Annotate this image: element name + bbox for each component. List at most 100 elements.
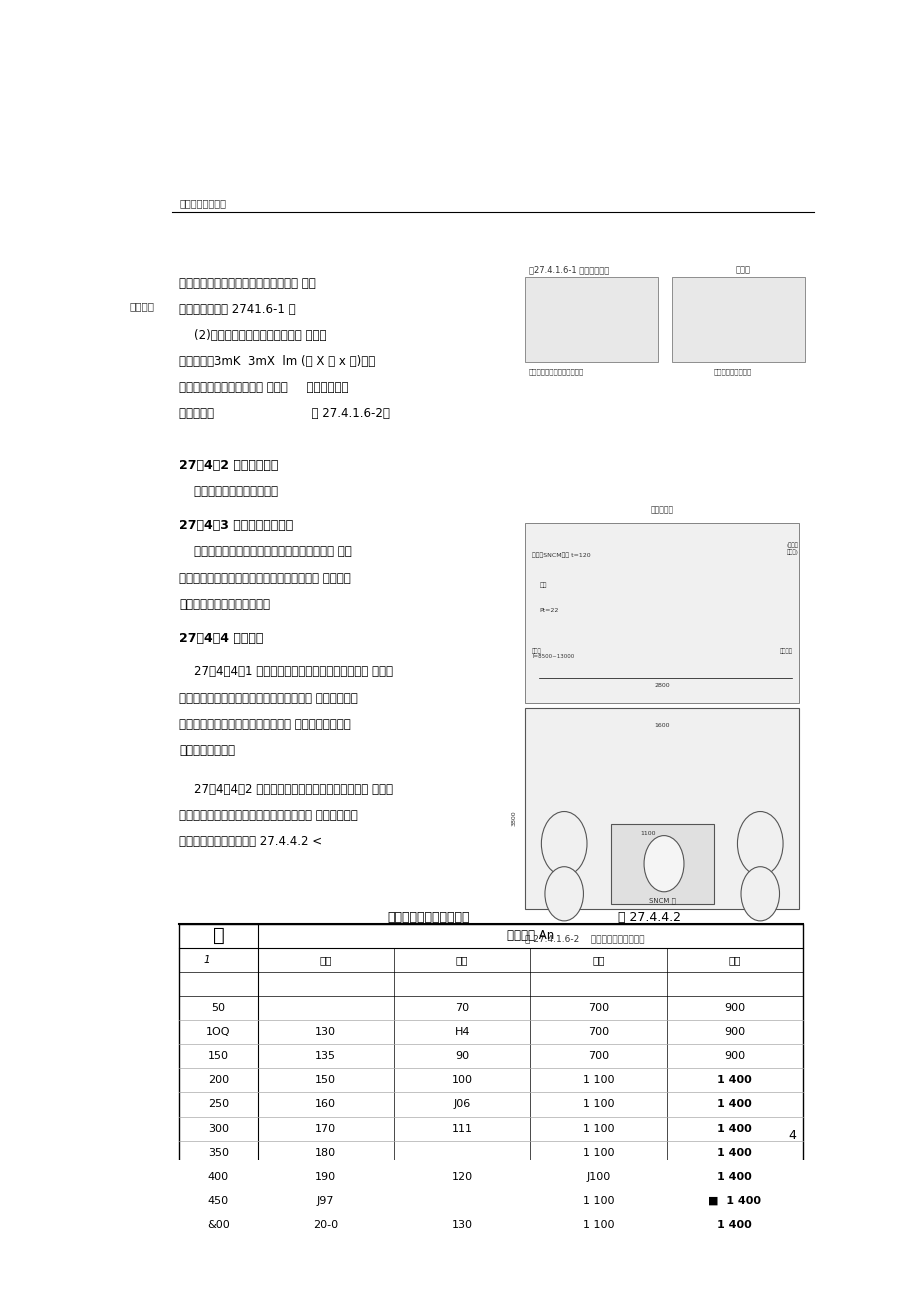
Text: 表 27.4.4.2: 表 27.4.4.2 bbox=[618, 911, 680, 924]
Text: 1 100: 1 100 bbox=[582, 1148, 614, 1157]
Text: 27．4．4．1 水底基槽作业时，应注意施工船舶的 工作噪: 27．4．4．1 水底基槽作业时，应注意施工船舶的 工作噪 bbox=[179, 666, 392, 679]
Bar bbox=[672, 276, 804, 362]
Text: 120: 120 bbox=[451, 1171, 472, 1182]
Text: J06: J06 bbox=[453, 1100, 471, 1109]
Text: 90: 90 bbox=[455, 1052, 469, 1062]
Text: 190: 190 bbox=[315, 1171, 336, 1182]
Text: 制或调整作业时间。同时，应尽量减 小岸上施工场地对: 制或调整作业时间。同时，应尽量减 小岸上施工场地对 bbox=[179, 718, 350, 731]
Text: 130: 130 bbox=[451, 1220, 472, 1230]
Text: 要求，对于特殊工种，如潜水员，当需要动用 时，其健: 要求，对于特殊工种，如潜水员，当需要动用 时，其健 bbox=[179, 572, 350, 585]
Text: 铁船: 铁船 bbox=[456, 955, 468, 966]
Text: 全。其最小安全距离见表 27.4.4.2 <: 全。其最小安全距离见表 27.4.4.2 < bbox=[179, 835, 322, 848]
Text: 采用鼻式托座对管组包时支撑: 采用鼻式托座对管组包时支撑 bbox=[528, 367, 584, 375]
Text: 时支座，参见图 2741.6-1 。: 时支座，参见图 2741.6-1 。 bbox=[179, 302, 296, 315]
Text: 1 400: 1 400 bbox=[717, 1171, 752, 1182]
Circle shape bbox=[544, 866, 583, 921]
Text: 所需材料应符合设计要求。: 所需材料应符合设计要求。 bbox=[179, 486, 278, 499]
Text: 3800: 3800 bbox=[511, 810, 516, 826]
Text: 250: 250 bbox=[208, 1100, 229, 1109]
Text: 700: 700 bbox=[587, 1003, 608, 1014]
Text: 700: 700 bbox=[587, 1052, 608, 1062]
Text: 定位梁: 定位梁 bbox=[734, 266, 750, 275]
Text: 111: 111 bbox=[451, 1123, 472, 1134]
Text: 管节底SNCM钢材 t=120: 管节底SNCM钢材 t=120 bbox=[531, 552, 590, 558]
Text: J97: J97 bbox=[317, 1196, 335, 1205]
Text: 时沐: 时沐 bbox=[592, 955, 604, 966]
Circle shape bbox=[643, 835, 683, 891]
Text: 1 100: 1 100 bbox=[582, 1100, 614, 1109]
Text: 160: 160 bbox=[315, 1100, 336, 1109]
Text: 搭接定位对接，则每节管节需要配置四 块临: 搭接定位对接，则每节管节需要配置四 块临 bbox=[179, 276, 315, 289]
Text: 150: 150 bbox=[208, 1052, 229, 1062]
Text: 135: 135 bbox=[315, 1052, 336, 1062]
Text: 2800: 2800 bbox=[653, 683, 669, 688]
Text: 现场施工安全条件应符合相关劳动卫生部门的 安全: 现场施工安全条件应符合相关劳动卫生部门的 安全 bbox=[179, 546, 352, 559]
Text: 当地环境的影响。: 当地环境的影响。 bbox=[179, 744, 235, 757]
Text: 1 400: 1 400 bbox=[717, 1100, 752, 1109]
Text: 27．4．3 职业健康安全要求: 27．4．3 职业健康安全要求 bbox=[179, 520, 293, 533]
Text: 180: 180 bbox=[315, 1148, 336, 1157]
Circle shape bbox=[737, 812, 782, 876]
Text: 康安全条件应满足相关要求。: 康安全条件应满足相关要求。 bbox=[179, 598, 270, 611]
Text: 200: 200 bbox=[208, 1075, 229, 1085]
Text: 1 400: 1 400 bbox=[717, 1075, 752, 1085]
Text: 27．4．4 环境要求: 27．4．4 环境要求 bbox=[179, 632, 263, 645]
Text: 水下爆破的最小安全距离: 水下爆破的最小安全距离 bbox=[387, 911, 470, 924]
Text: 隧道施工工艺标准: 隧道施工工艺标准 bbox=[179, 198, 226, 208]
Text: 钢管桩
l=8500~13000: 钢管桩 l=8500~13000 bbox=[531, 648, 573, 659]
Text: Pt=22: Pt=22 bbox=[539, 607, 558, 612]
Text: 450: 450 bbox=[208, 1196, 229, 1205]
Text: 1 400: 1 400 bbox=[717, 1148, 752, 1157]
Text: 砂浆: 砂浆 bbox=[539, 582, 546, 589]
Text: 基礎基为软弱地层，可预先 打桩，     临时支座放在: 基礎基为软弱地层，可预先 打桩， 临时支座放在 bbox=[179, 380, 348, 394]
Text: 100: 100 bbox=[451, 1075, 472, 1085]
Text: 70: 70 bbox=[455, 1003, 469, 1014]
Text: 1: 1 bbox=[203, 955, 210, 966]
Bar bbox=[610, 823, 713, 904]
Text: 儆: 儆 bbox=[212, 926, 224, 946]
Bar bbox=[525, 523, 799, 704]
Text: 桩上，参见                          图 27.4.1.6-2。: 桩上，参见 图 27.4.1.6-2。 bbox=[179, 407, 390, 420]
Text: 900: 900 bbox=[723, 1052, 744, 1062]
Text: 150: 150 bbox=[315, 1075, 336, 1085]
Text: 1OQ: 1OQ bbox=[206, 1027, 231, 1037]
Text: (水平移
动范围): (水平移 动范围) bbox=[786, 542, 798, 555]
Text: 130: 130 bbox=[315, 1027, 336, 1037]
Text: SNCM 材: SNCM 材 bbox=[648, 898, 675, 904]
Text: 常用尺寸为3mK  3mX  lm (长 X 宽 x 高)。如: 常用尺寸为3mK 3mX lm (长 X 宽 x 高)。如 bbox=[179, 354, 375, 367]
Bar bbox=[179, 924, 802, 1237]
Text: 300: 300 bbox=[208, 1123, 229, 1134]
Circle shape bbox=[740, 866, 778, 921]
Text: 1 100: 1 100 bbox=[582, 1196, 614, 1205]
Text: 900: 900 bbox=[723, 1003, 744, 1014]
Bar bbox=[525, 709, 799, 909]
Text: 1 100: 1 100 bbox=[582, 1075, 614, 1085]
Text: 350: 350 bbox=[208, 1148, 229, 1157]
Text: 27．4．2 材料质量要求: 27．4．2 材料质量要求 bbox=[179, 460, 278, 473]
Text: 1 100: 1 100 bbox=[582, 1123, 614, 1134]
Text: 1 400: 1 400 bbox=[717, 1220, 752, 1230]
Text: 900: 900 bbox=[723, 1027, 744, 1037]
Text: &00: &00 bbox=[207, 1220, 230, 1230]
Text: 1 400: 1 400 bbox=[717, 1123, 752, 1134]
Text: 安全距离 An: 安全距离 An bbox=[506, 929, 553, 942]
Text: 400: 400 bbox=[208, 1171, 229, 1182]
Text: 鼻式托座: 鼻式托座 bbox=[129, 301, 154, 311]
Text: 图27.4.1.6-1 管节临时支座: 图27.4.1.6-1 管节临时支座 bbox=[528, 266, 608, 275]
Text: 音对两岸居民的影响，如噪音超标，应按有 关规定加以控: 音对两岸居民的影响，如噪音超标，应按有 关规定加以控 bbox=[179, 692, 357, 705]
Text: 采用定位梁对接定位: 采用定位梁对接定位 bbox=[713, 367, 752, 375]
Circle shape bbox=[540, 812, 586, 876]
Text: 1600: 1600 bbox=[653, 723, 669, 728]
Text: (2)临时支座一般为钢筋混凝土支 承块，: (2)临时支座一般为钢筋混凝土支 承块， bbox=[179, 328, 326, 341]
Text: 700: 700 bbox=[587, 1027, 608, 1037]
Text: 4: 4 bbox=[788, 1128, 796, 1141]
Text: 1100: 1100 bbox=[640, 831, 655, 837]
Text: H4: H4 bbox=[454, 1027, 470, 1037]
Text: ■  1 400: ■ 1 400 bbox=[708, 1196, 761, 1205]
Text: 1 100: 1 100 bbox=[582, 1220, 614, 1230]
Text: 20-0: 20-0 bbox=[312, 1220, 338, 1230]
Text: 垂直千斤顶: 垂直千斤顶 bbox=[650, 506, 673, 515]
Text: 木橱: 木橱 bbox=[319, 955, 332, 966]
Text: 下冲击波不能危害到船只、游泳人员及潜水 作业人员的安: 下冲击波不能危害到船只、游泳人员及潜水 作业人员的安 bbox=[179, 809, 357, 822]
Text: 170: 170 bbox=[315, 1123, 336, 1134]
